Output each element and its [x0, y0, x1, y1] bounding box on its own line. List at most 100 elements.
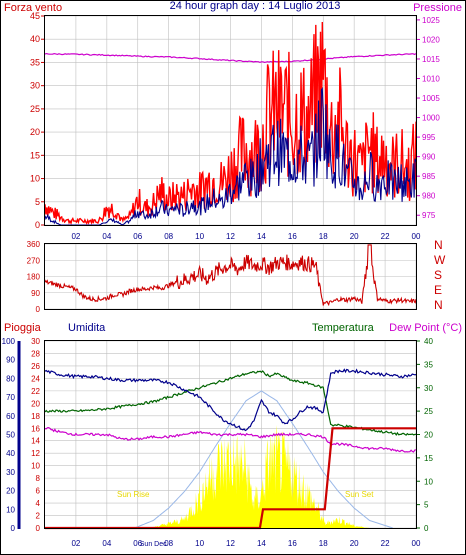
humidity-series-line	[44, 368, 417, 432]
wind-time-label: 18	[319, 232, 328, 241]
humidity-axis: 0 10 20 30 40 50 60 70 80 90 100	[2, 337, 16, 533]
rain-tick-label: 4	[36, 499, 41, 508]
temperature-tick-label: 10	[424, 477, 433, 486]
wind-tick-label: 15	[30, 150, 40, 160]
wind-time-label: 12	[226, 232, 235, 241]
wind-direction-series-line	[44, 244, 417, 307]
humidity-tick-label: 100	[2, 337, 16, 346]
rain-tick-label: 30	[31, 337, 40, 346]
humidity-tick-label: 20	[6, 487, 15, 496]
rain-tick-label: 24	[31, 374, 40, 383]
pressure-tick-label: 1015	[422, 55, 440, 64]
rain-tick-label: 26	[31, 362, 40, 371]
pressure-axis-right: 975 980 985 990 995 1000 1005 1010 1015 1020 1025	[417, 16, 440, 220]
rain-tick-label: 16	[31, 424, 40, 433]
wind-tick-label: 30	[30, 81, 40, 91]
pressure-tick-label: 1005	[422, 94, 440, 103]
bottom-time-label: 00	[412, 539, 421, 548]
solar-area	[153, 425, 370, 528]
rain-tick-label: 28	[31, 349, 40, 358]
compass-label: N	[434, 298, 443, 312]
wind-time-axis: 02 04 06 08 10 12 14 16 18 20 22 00	[71, 232, 421, 241]
humidity-tick-label: 60	[6, 412, 15, 421]
humidity-tick-label: 90	[6, 356, 15, 365]
temperature-tick-label: 40	[424, 337, 433, 346]
direction-tick-label: 90	[31, 289, 40, 298]
dewpoint-label: Dew Point (°C)	[389, 322, 462, 334]
rain-tick-label: 20	[31, 399, 40, 408]
bottom-time-label: 12	[226, 539, 235, 548]
wind-time-label: 14	[257, 232, 266, 241]
temperature-tick-label: 15	[424, 454, 433, 463]
wind-tick-label: 25	[30, 104, 40, 114]
wind-tick-label: 5	[35, 197, 40, 207]
bottom-time-label: 10	[195, 539, 204, 548]
rain-tick-label: 6	[36, 487, 41, 496]
direction-tick-label: 270	[27, 256, 41, 265]
compass-label: W	[434, 253, 446, 267]
pressure-tick-label: 1000	[422, 114, 440, 123]
sundec-annotation: Sun Dec	[140, 541, 167, 548]
humidity-tick-label: 80	[6, 374, 15, 383]
wind-time-label: 16	[288, 232, 297, 241]
wind-time-label: 22	[381, 232, 390, 241]
bottom-plot-frame	[44, 340, 417, 529]
wind-time-label: 08	[164, 232, 173, 241]
rain-tick-label: 14	[31, 437, 40, 446]
wind-time-label: 20	[350, 232, 359, 241]
compass-label: N	[434, 238, 443, 252]
wind-time-label: 06	[133, 232, 142, 241]
humidity-label: Umidita	[68, 322, 106, 334]
direction-plot-frame	[44, 243, 417, 310]
wind-time-label: 10	[195, 232, 204, 241]
wind-tick-label: 20	[30, 127, 40, 137]
bottom-time-label: 06	[133, 539, 142, 548]
pressure-tick-label: 980	[422, 192, 436, 201]
bottom-time-label: 16	[288, 539, 297, 548]
pressure-tick-label: 1020	[422, 35, 440, 44]
wind-tick-label: 10	[30, 174, 40, 184]
temperature-axis: 0 5 10 15 20 25 30 35 40	[417, 337, 433, 533]
sunrise-annotation: Sun Rise	[117, 490, 150, 499]
graph-title: 24 hour graph day : 14 Luglio 2013	[170, 0, 341, 12]
temperature-label: Temperatura	[312, 322, 375, 334]
wind-tick-label: 45	[30, 11, 40, 21]
rain-tick-label: 0	[36, 524, 41, 533]
temperature-tick-label: 25	[424, 407, 433, 416]
humidity-tick-label: 0	[11, 524, 16, 533]
humidity-tick-label: 50	[6, 431, 15, 440]
wind-average-series-line	[44, 86, 417, 226]
dewpoint-series-line	[44, 426, 417, 453]
humidity-tick-label: 40	[6, 449, 15, 458]
compass-label: E	[434, 283, 442, 297]
pressure-tick-label: 985	[422, 172, 436, 181]
sunset-annotation: Sun Set	[345, 490, 374, 499]
temperature-tick-label: 5	[424, 501, 429, 510]
bottom-time-label: 18	[319, 539, 328, 548]
pressure-tick-label: 1010	[422, 75, 440, 84]
wind-time-label: 00	[412, 232, 421, 241]
bottom-time-label: 20	[350, 539, 359, 548]
wind-tick-label: 0	[35, 220, 40, 230]
humidity-tick-label: 10	[6, 505, 15, 514]
pressure-tick-label: 975	[422, 211, 436, 220]
wind-tick-label: 35	[30, 57, 40, 67]
rain-tick-label: 10	[31, 462, 40, 471]
temperature-tick-label: 20	[424, 431, 433, 440]
bottom-time-label: 02	[71, 539, 80, 548]
temperature-tick-label: 35	[424, 360, 433, 369]
wind-label: Forza vento	[4, 2, 62, 14]
wind-time-label: 04	[102, 232, 111, 241]
pressure-label: Pressione	[413, 2, 462, 14]
wind-plot-frame	[44, 15, 417, 226]
bottom-time-label: 04	[102, 539, 111, 548]
bottom-time-label: 22	[381, 539, 390, 548]
direction-tick-label: 180	[27, 273, 41, 282]
